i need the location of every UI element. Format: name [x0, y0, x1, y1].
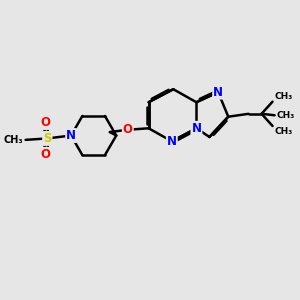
Text: O: O — [40, 148, 50, 161]
Text: O: O — [123, 123, 133, 136]
Text: N: N — [167, 135, 177, 148]
Text: N: N — [213, 85, 223, 99]
Text: CH₃: CH₃ — [274, 92, 292, 101]
Text: CH₃: CH₃ — [277, 111, 295, 120]
Text: S: S — [43, 132, 52, 145]
Text: CH₃: CH₃ — [274, 127, 292, 136]
Text: CH₃: CH₃ — [4, 135, 23, 145]
Text: O: O — [40, 116, 50, 129]
Text: N: N — [191, 122, 201, 135]
Text: N: N — [66, 129, 76, 142]
